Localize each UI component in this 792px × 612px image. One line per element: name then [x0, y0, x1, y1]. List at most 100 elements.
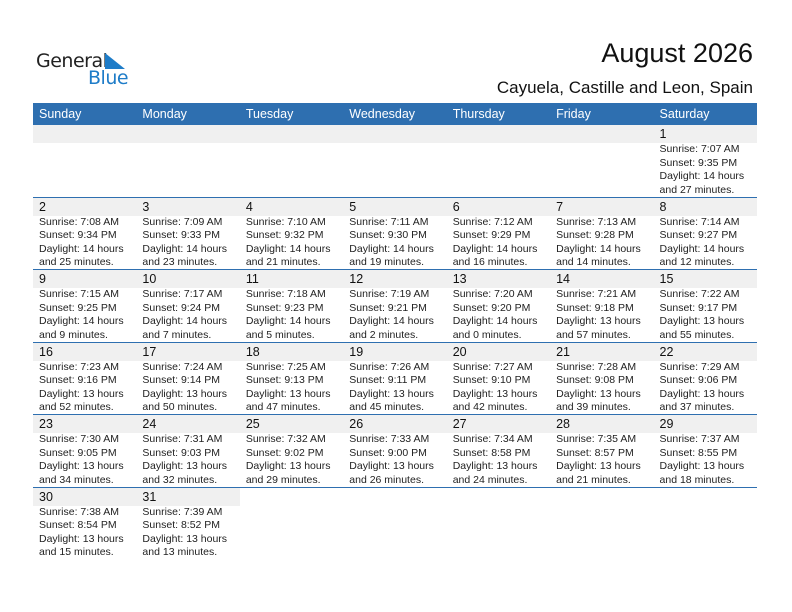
day-cell: 3 Sunrise: 7:09 AM Sunset: 9:33 PM Daylight… — [136, 198, 239, 270]
weekday-header: Sunday Monday Tuesday Wednesday Thursday Frid… — [33, 103, 757, 125]
daylight-hours: Daylight: 13 hours — [142, 532, 228, 545]
sunrise-time: Sunrise: 7:18 AM — [245, 288, 326, 300]
day-cell: 6 Sunrise: 7:12 AM Sunset: 9:29 PM Daylight… — [447, 198, 550, 270]
sunrise-time: Sunrise: 7:38 AM — [39, 505, 119, 518]
daylight-hours: Daylight: 13 hours — [349, 387, 434, 400]
week-row: 30 Sunrise: 7:38 AM Sunset: 8:54 PM Dayligh… — [33, 486, 757, 560]
sunrise-time: Sunrise: 7:09 AM — [142, 215, 223, 228]
sunset-time: Sunset: 9:06 PM — [659, 374, 738, 386]
sunset-time: Sunset: 9:17 PM — [659, 301, 738, 314]
daylight-hours: Daylight: 14 hours — [39, 315, 124, 327]
sunset-time: Sunset: 9:00 PM — [349, 446, 427, 459]
daylight-hours: Daylight: 14 hours — [349, 242, 434, 255]
daylight-minutes: and 52 minutes. — [39, 401, 114, 413]
page-title: August 2026 — [601, 38, 753, 68]
sunset-time: Sunset: 8:58 PM — [452, 446, 531, 459]
day-number: 12 — [349, 272, 364, 286]
empty-cell — [33, 125, 136, 197]
sunset-time: Sunset: 9:34 PM — [39, 229, 117, 241]
empty-cell — [447, 125, 550, 197]
daylight-minutes: and 47 minutes. — [245, 401, 321, 413]
sunset-time: Sunset: 9:10 PM — [452, 374, 531, 386]
daylight-hours: Daylight: 14 hours — [245, 315, 331, 327]
daylight-minutes: and 42 minutes. — [452, 401, 528, 413]
day-number: 2 — [39, 199, 46, 214]
daylight-minutes: and 13 minutes. — [142, 546, 218, 558]
sunrise-time: Sunrise: 7:08 AM — [39, 215, 119, 228]
sunset-time: Sunset: 8:57 PM — [556, 446, 634, 459]
daylight-hours: Daylight: 13 hours — [39, 387, 124, 400]
empty-cell — [654, 488, 757, 560]
daylight-hours: Daylight: 13 hours — [142, 387, 228, 400]
daylight-hours: Daylight: 13 hours — [245, 460, 331, 472]
logo-text-blue: Blue — [88, 67, 129, 89]
daylight-minutes: and 19 minutes. — [349, 256, 424, 268]
day-cell: 4 Sunrise: 7:10 AM Sunset: 9:32 PM Daylight… — [240, 198, 343, 270]
day-cell: 2 Sunrise: 7:08 AM Sunset: 9:34 PM Daylight… — [33, 198, 136, 270]
sunrise-time: Sunrise: 7:24 AM — [142, 360, 223, 373]
daylight-hours: Daylight: 13 hours — [556, 387, 641, 400]
sunrise-time: Sunrise: 7:20 AM — [452, 288, 533, 300]
sunrise-time: Sunrise: 7:19 AM — [349, 288, 430, 300]
daylight-hours: Daylight: 14 hours — [245, 242, 331, 255]
day-number: 22 — [659, 344, 674, 359]
location-subtitle: Cayuela, Castille and Leon, Spain — [496, 78, 753, 97]
week-row: 23 Sunrise: 7:30 AM Sunset: 9:05 PM Dayligh… — [33, 414, 757, 487]
weekday-saturday: Saturday — [659, 107, 710, 121]
sunset-time: Sunset: 8:55 PM — [659, 446, 738, 459]
day-number: 17 — [142, 344, 157, 359]
daylight-minutes: and 39 minutes. — [556, 401, 631, 413]
day-cell: 1 Sunrise: 7:07 AM Sunset: 9:35 PM Daylight… — [654, 125, 757, 197]
sunset-time: Sunset: 9:13 PM — [245, 374, 324, 386]
day-cell: 7 Sunrise: 7:13 AM Sunset: 9:28 PM Daylight… — [550, 198, 653, 270]
day-number: 16 — [39, 344, 53, 359]
day-number-strip — [33, 197, 757, 216]
day-number: 1 — [659, 127, 667, 141]
day-cell: 24 Sunrise: 7:31 AM Sunset: 9:03 PM Dayligh… — [136, 415, 239, 487]
sunrise-time: Sunrise: 7:37 AM — [659, 433, 740, 445]
daylight-minutes: and 14 minutes. — [556, 256, 631, 268]
daylight-minutes: and 25 minutes. — [39, 256, 114, 268]
sunrise-time: Sunrise: 7:27 AM — [452, 360, 533, 373]
sunset-time: Sunset: 9:25 PM — [39, 301, 117, 314]
empty-cell — [240, 488, 343, 560]
day-cell: 19 Sunrise: 7:26 AM Sunset: 9:11 PM Dayligh… — [343, 343, 446, 415]
day-number-strip — [33, 487, 240, 506]
day-number-strip — [33, 415, 757, 433]
sunset-time: Sunset: 9:33 PM — [142, 229, 221, 241]
daylight-minutes: and 32 minutes. — [142, 473, 218, 486]
sunset-time: Sunset: 9:18 PM — [556, 301, 634, 314]
week-row: 1 Sunrise: 7:07 AM Sunset: 9:35 PM Daylight… — [33, 125, 757, 197]
empty-cell — [447, 488, 550, 560]
day-number: 26 — [349, 417, 364, 431]
sunrise-time: Sunrise: 7:15 AM — [39, 288, 119, 300]
daylight-minutes: and 34 minutes. — [39, 473, 114, 486]
daylight-hours: Daylight: 13 hours — [142, 460, 228, 472]
day-number: 9 — [39, 272, 46, 286]
daylight-hours: Daylight: 13 hours — [39, 532, 124, 545]
sunset-time: Sunset: 9:30 PM — [349, 229, 427, 241]
sunset-time: Sunset: 9:20 PM — [452, 301, 531, 314]
daylight-hours: Daylight: 13 hours — [659, 460, 745, 472]
daylight-minutes: and 37 minutes. — [659, 401, 735, 413]
daylight-minutes: and 29 minutes. — [245, 473, 321, 486]
sunrise-time: Sunrise: 7:14 AM — [659, 215, 740, 228]
weekday-sunday: Sunday — [39, 107, 82, 121]
daylight-hours: Daylight: 14 hours — [39, 242, 124, 255]
sunset-time: Sunset: 9:35 PM — [659, 156, 738, 169]
day-number: 18 — [245, 344, 260, 359]
sunrise-time: Sunrise: 7:21 AM — [556, 288, 637, 300]
day-number: 3 — [142, 199, 150, 214]
daylight-hours: Daylight: 14 hours — [142, 242, 228, 255]
daylight-hours: Daylight: 13 hours — [452, 460, 538, 472]
day-number: 25 — [245, 417, 260, 431]
daylight-minutes: and 55 minutes. — [659, 328, 735, 341]
day-cell: 28 Sunrise: 7:35 AM Sunset: 8:57 PM Dayligh… — [550, 415, 653, 487]
sunrise-time: Sunrise: 7:28 AM — [556, 360, 637, 373]
sunrise-time: Sunrise: 7:33 AM — [349, 433, 430, 445]
sunrise-time: Sunrise: 7:07 AM — [659, 143, 740, 155]
day-number: 24 — [142, 417, 157, 431]
daylight-minutes: and 2 minutes. — [349, 328, 419, 341]
daylight-minutes: and 21 minutes. — [556, 473, 631, 486]
sunrise-time: Sunrise: 7:35 AM — [556, 433, 637, 445]
